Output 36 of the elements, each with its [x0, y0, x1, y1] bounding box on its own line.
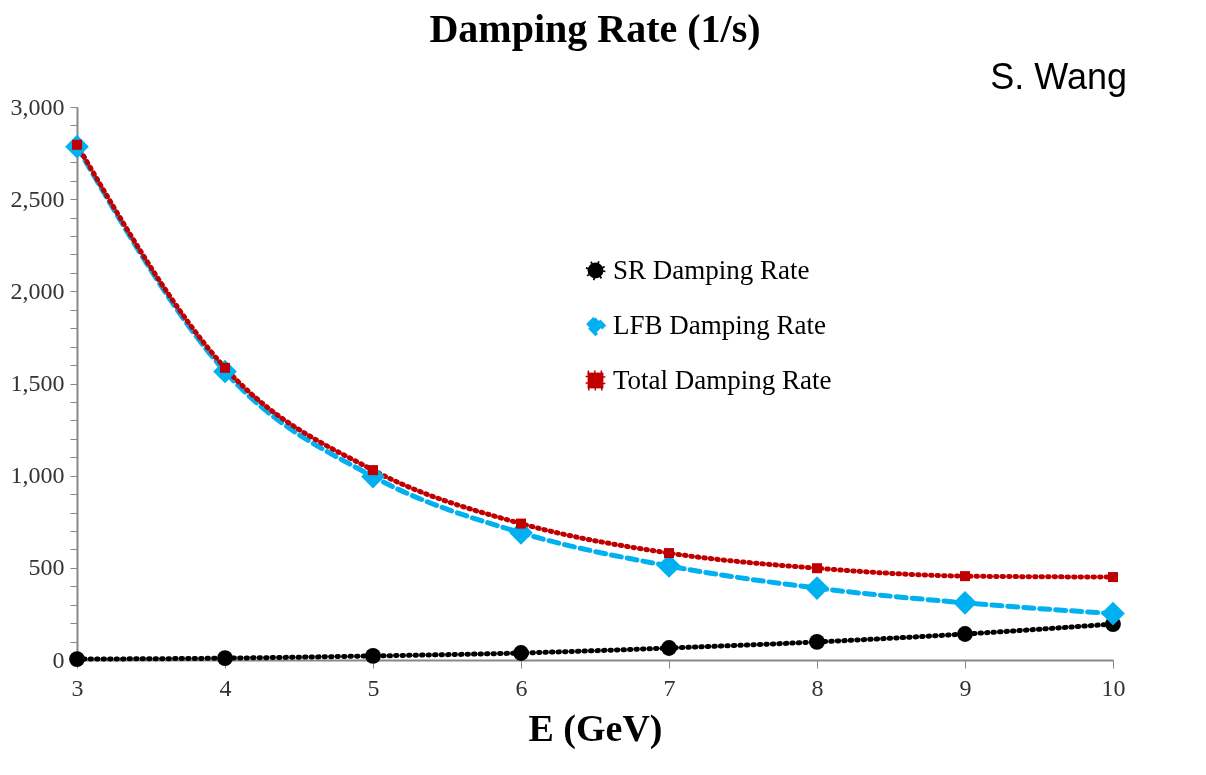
x-tick-label: 10	[1101, 674, 1126, 701]
legend-label: LFB Damping Rate	[613, 309, 826, 340]
y-tick-label: 2,000	[10, 277, 65, 304]
x-tick-label: 5	[367, 674, 380, 701]
point	[217, 650, 233, 667]
chart-title: Damping Rate (1/s)	[429, 6, 761, 51]
x-tick-label: 7	[663, 674, 676, 701]
legend-label: Total Damping Rate	[613, 364, 832, 395]
y-tick-label: 3,000	[10, 93, 65, 120]
point	[1108, 572, 1118, 583]
x-tick-label: 8	[811, 674, 824, 701]
point	[516, 518, 526, 529]
x-tick-label: 3	[71, 674, 84, 701]
text: S. Wang	[990, 56, 1127, 97]
point	[365, 648, 381, 664]
y-tick-label: 1,000	[10, 462, 65, 489]
legend-label: SR Damping Rate	[613, 254, 810, 285]
x-axis-title: E (GeV)	[528, 706, 663, 750]
point	[664, 548, 674, 559]
point	[513, 645, 529, 661]
point	[661, 640, 677, 656]
y-tick-label: 1,500	[10, 370, 65, 396]
point	[812, 563, 822, 574]
point	[953, 591, 977, 615]
x-tick-label: 4	[219, 674, 232, 701]
point	[809, 634, 825, 650]
point	[368, 465, 378, 476]
x-tick-label: 9	[959, 674, 972, 701]
point	[957, 626, 973, 642]
y-tick-label: 2,500	[10, 185, 65, 212]
x-tick-label: 6	[515, 674, 528, 701]
y-tick-label: 500	[28, 554, 65, 581]
point	[1101, 601, 1125, 626]
point	[805, 576, 829, 600]
y-tick-label: 0	[52, 646, 65, 673]
point	[960, 571, 970, 582]
